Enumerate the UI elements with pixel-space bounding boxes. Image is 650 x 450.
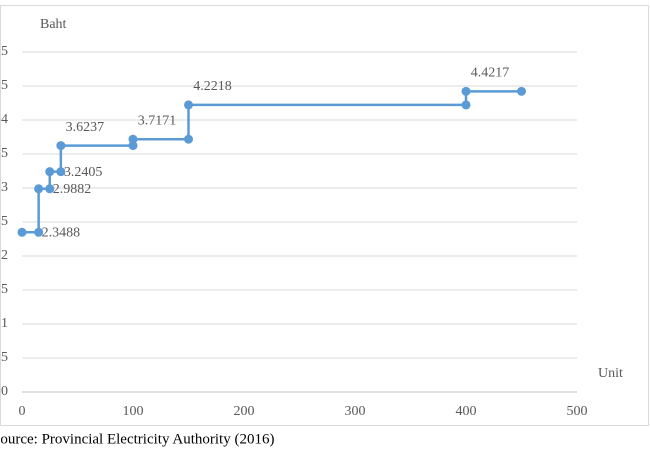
data-label: 3.6237	[66, 120, 105, 135]
y-tick-label: 0.5	[0, 350, 8, 365]
y-tick-label: 3.5	[0, 146, 8, 161]
point	[17, 227, 27, 237]
source-note: Source: Provincial Electricity Authority…	[0, 431, 274, 447]
y-tick-label: 0	[1, 384, 8, 399]
point	[56, 167, 66, 177]
y-tick-label: 2.5	[0, 214, 8, 229]
x-tick-label: 200	[234, 404, 255, 419]
x-tick-label: 300	[345, 404, 366, 419]
y-tick-label: 2	[1, 248, 8, 263]
data-label: 2.9882	[53, 182, 92, 197]
data-label: 4.4217	[471, 66, 510, 81]
x-tick-label: 100	[123, 404, 144, 419]
data-label: 2.3488	[42, 226, 81, 241]
chart-frame	[0, 5, 649, 426]
point	[56, 141, 66, 151]
point	[34, 227, 44, 237]
y-tick-label: 5	[1, 44, 8, 59]
data-label: 3.2405	[64, 165, 103, 180]
point	[128, 141, 138, 151]
point	[461, 100, 471, 110]
y-tick-label: 3	[1, 180, 8, 195]
point	[517, 86, 526, 96]
line	[22, 90, 522, 234]
point	[34, 184, 44, 194]
x-tick-label: 0	[19, 404, 26, 419]
point	[128, 134, 138, 144]
x-tick-label: 400	[456, 404, 477, 419]
point	[461, 86, 471, 96]
x-tick-label: 500	[567, 404, 588, 419]
data-label: 4.2218	[193, 79, 232, 94]
point	[45, 184, 55, 194]
y-axis-label: Baht	[40, 17, 67, 32]
point	[184, 100, 193, 110]
y-tick-label: 4	[1, 112, 8, 127]
point	[184, 134, 193, 144]
y-tick-label: 1.5	[0, 282, 8, 297]
point	[45, 167, 55, 177]
x-axis-label: Unit	[598, 366, 623, 381]
y-tick-label: 4.5	[0, 78, 8, 93]
data-label: 3.7171	[138, 113, 177, 128]
y-tick-label: 1	[1, 316, 8, 331]
